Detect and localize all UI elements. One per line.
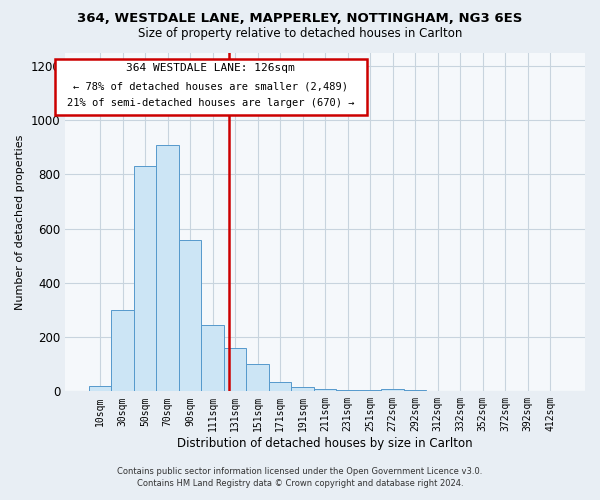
Bar (337, 390, 359, 392)
Text: ← 78% of detached houses are smaller (2,489): ← 78% of detached houses are smaller (2,… (73, 82, 348, 92)
Bar (359, 390, 382, 392)
Bar (179, 240, 202, 392)
Bar (224, 348, 247, 392)
Bar (404, 390, 427, 392)
Text: Contains public sector information licensed under the Open Government Licence v3: Contains public sector information licen… (118, 467, 482, 476)
Bar (247, 364, 269, 392)
Bar (269, 382, 292, 392)
Bar (111, 310, 134, 392)
Y-axis label: Number of detached properties: Number of detached properties (15, 134, 25, 310)
FancyBboxPatch shape (55, 60, 367, 115)
Bar (157, 144, 179, 392)
Text: Size of property relative to detached houses in Carlton: Size of property relative to detached ho… (138, 28, 462, 40)
Bar (382, 388, 404, 392)
Bar (89, 386, 111, 392)
Bar (202, 325, 224, 392)
Text: Contains HM Land Registry data © Crown copyright and database right 2024.: Contains HM Land Registry data © Crown c… (137, 478, 463, 488)
Text: 21% of semi-detached houses are larger (670) →: 21% of semi-detached houses are larger (… (67, 98, 355, 108)
Bar (314, 388, 337, 392)
Text: 364 WESTDALE LANE: 126sqm: 364 WESTDALE LANE: 126sqm (127, 62, 295, 72)
Bar (292, 388, 314, 392)
X-axis label: Distribution of detached houses by size in Carlton: Distribution of detached houses by size … (177, 437, 473, 450)
Text: 364, WESTDALE LANE, MAPPERLEY, NOTTINGHAM, NG3 6ES: 364, WESTDALE LANE, MAPPERLEY, NOTTINGHA… (77, 12, 523, 26)
Bar (134, 166, 157, 392)
